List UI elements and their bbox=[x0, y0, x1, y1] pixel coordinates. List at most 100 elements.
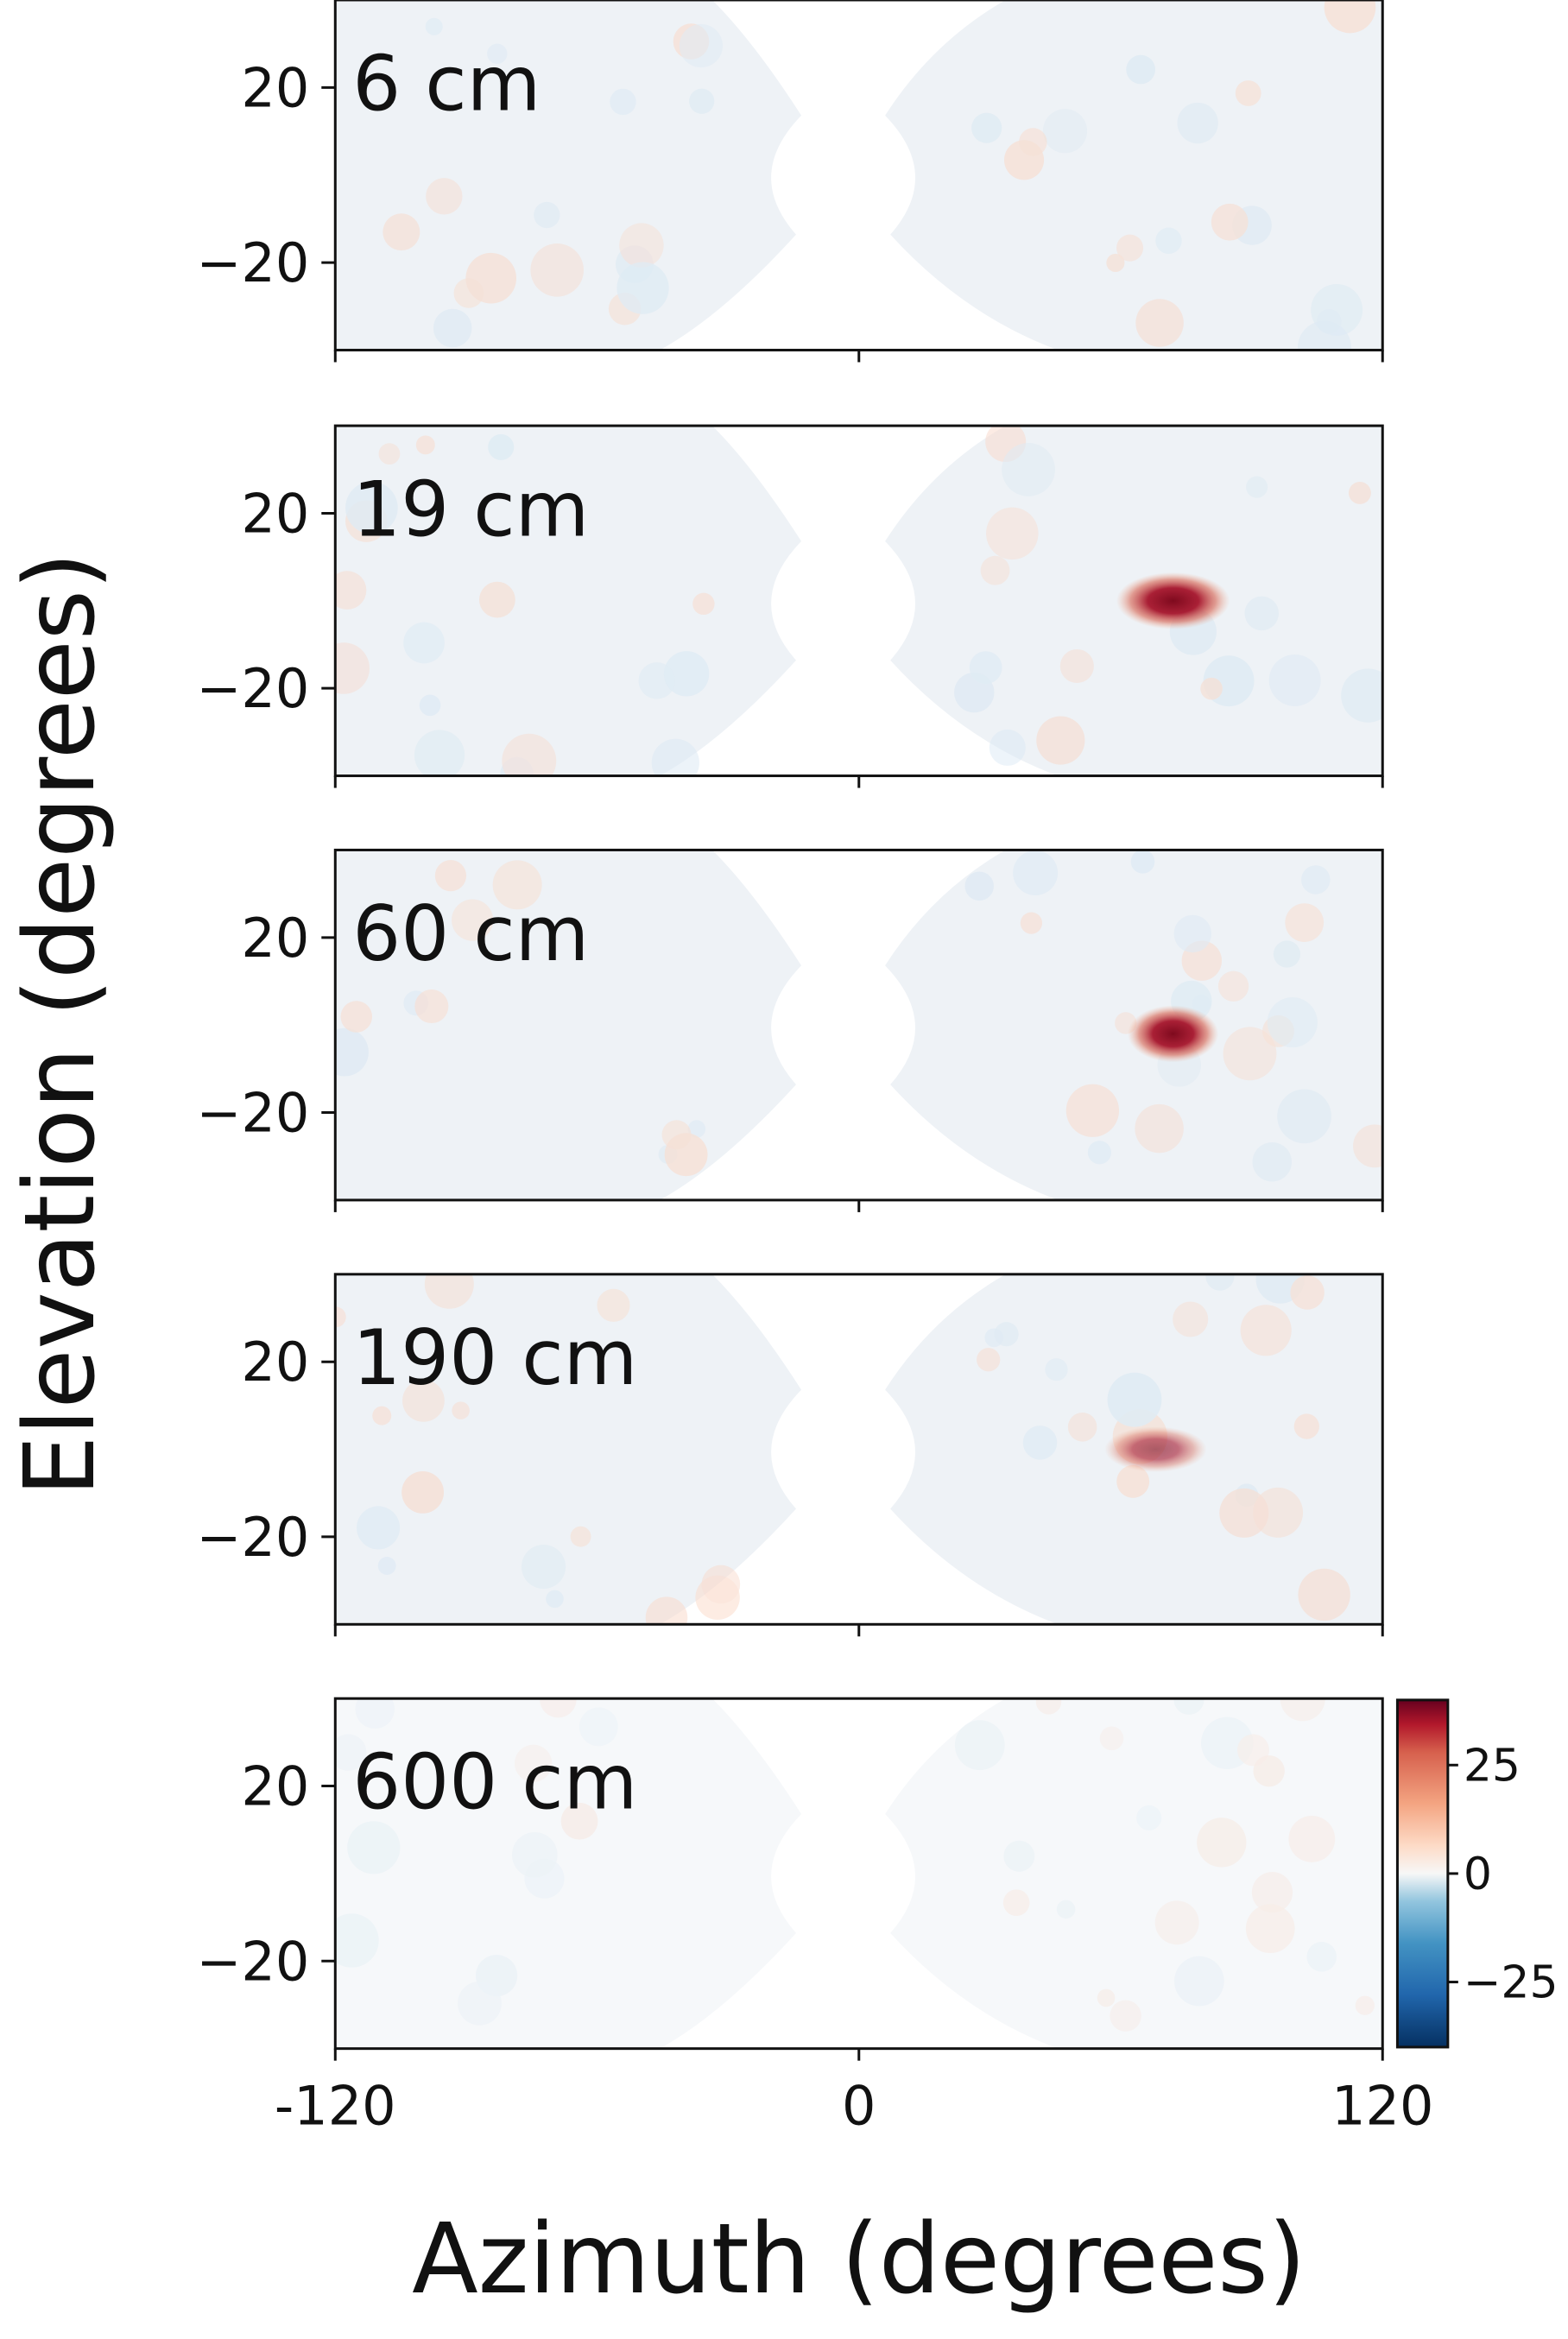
noise-blob bbox=[403, 622, 445, 664]
x-tick-label: 120 bbox=[1331, 2075, 1433, 2138]
noise-blob bbox=[1002, 442, 1055, 496]
noise-blob bbox=[616, 262, 669, 314]
noise-blob bbox=[1223, 1027, 1277, 1081]
noise-blob bbox=[1173, 1956, 1224, 2007]
noise-blob bbox=[1181, 940, 1223, 981]
noise-blob bbox=[524, 1858, 565, 1899]
noise-blob bbox=[1253, 1754, 1285, 1787]
y-tick-label: 20 bbox=[241, 1755, 309, 1818]
noise-blob bbox=[1311, 283, 1363, 336]
noise-blob bbox=[335, 1306, 346, 1328]
noise-blob bbox=[1290, 1275, 1325, 1310]
noise-blob bbox=[579, 1707, 618, 1747]
noise-blob bbox=[989, 729, 1026, 766]
noise-blob bbox=[415, 435, 435, 455]
noise-blob bbox=[1262, 1015, 1294, 1047]
noise-blob bbox=[1116, 1464, 1150, 1498]
colorbar-bar bbox=[1395, 1698, 1450, 2049]
noise-blobs bbox=[335, 850, 1383, 1182]
colorbar: 25 0 −25 bbox=[1395, 1698, 1559, 2049]
noise-blob bbox=[372, 1406, 392, 1426]
noise-blob bbox=[1268, 654, 1321, 706]
noise-blob bbox=[679, 23, 724, 68]
noise-blob bbox=[1126, 54, 1156, 85]
noise-blob bbox=[1173, 1698, 1204, 1716]
noise-blob bbox=[610, 88, 636, 116]
noise-blob bbox=[1353, 1124, 1383, 1168]
noise-blob bbox=[511, 1831, 558, 1878]
noise-blob bbox=[1355, 1995, 1375, 2015]
noise-blob bbox=[1324, 0, 1376, 34]
noise-blob bbox=[1020, 912, 1043, 934]
noise-blob bbox=[488, 433, 515, 460]
noise-blob bbox=[401, 1470, 445, 1514]
noise-blob bbox=[663, 651, 710, 697]
noise-blob bbox=[695, 1575, 740, 1620]
noise-blob bbox=[986, 507, 1039, 560]
noise-blob bbox=[692, 592, 715, 616]
noise-blob bbox=[689, 88, 715, 114]
noise-blob bbox=[414, 730, 465, 776]
noise-blob bbox=[1273, 940, 1301, 968]
noise-blob bbox=[977, 1348, 1001, 1372]
x-axis-title: Azimuth (degrees) bbox=[412, 2203, 1306, 2316]
panel-plot-area bbox=[335, 1698, 1383, 2049]
noise-blob bbox=[985, 426, 1027, 462]
panel-1: 6 cm 20 −20 bbox=[196, 0, 1384, 363]
noise-blob bbox=[1067, 1412, 1097, 1442]
noise-blob bbox=[1298, 1568, 1350, 1621]
noise-blob bbox=[355, 1698, 395, 1729]
y-tick-label: 20 bbox=[241, 1331, 309, 1394]
noise-blob bbox=[701, 1565, 741, 1604]
noise-blob bbox=[425, 17, 443, 35]
noise-blob bbox=[492, 860, 542, 910]
y-tick-label: −20 bbox=[196, 1930, 309, 1993]
noise-blob bbox=[1235, 80, 1261, 106]
noise-blobs bbox=[335, 426, 1383, 776]
noise-blob bbox=[424, 1274, 474, 1309]
noise-blob bbox=[475, 1954, 518, 1997]
y-tick-label: −20 bbox=[196, 1506, 309, 1569]
noise-blob bbox=[1297, 320, 1351, 351]
noise-blob bbox=[1013, 850, 1059, 895]
noise-blob bbox=[434, 860, 467, 892]
noise-blob bbox=[1285, 903, 1325, 942]
noise-blob bbox=[433, 308, 472, 348]
noise-blob bbox=[1316, 308, 1342, 334]
noise-blob bbox=[969, 651, 1002, 685]
noise-blob bbox=[534, 201, 560, 229]
noise-blob bbox=[651, 738, 699, 776]
noise-blob bbox=[1277, 1089, 1331, 1144]
colorbar-tick-label: −25 bbox=[1464, 1957, 1559, 2009]
receptive-field-peak bbox=[1104, 1426, 1207, 1472]
noise-blob bbox=[1130, 850, 1155, 874]
noise-blob bbox=[1288, 1816, 1336, 1862]
noise-blob bbox=[1106, 253, 1125, 273]
noise-blob bbox=[1045, 1358, 1068, 1381]
noise-blob bbox=[673, 23, 710, 60]
noise-blob bbox=[1116, 234, 1144, 262]
axis-titles: Azimuth (degrees) Elevation (degrees) bbox=[4, 552, 1306, 2316]
noise-blob bbox=[954, 1720, 1005, 1771]
noise-blob bbox=[1003, 1840, 1035, 1872]
noise-blob bbox=[1177, 102, 1218, 144]
y-axis-title: Elevation (degrees) bbox=[4, 552, 117, 1496]
data-region-right bbox=[885, 1698, 1383, 2049]
noise-blob bbox=[1002, 1889, 1030, 1917]
noise-blob bbox=[452, 1401, 470, 1419]
noise-blob bbox=[619, 223, 664, 268]
noise-blob bbox=[1341, 668, 1383, 723]
noise-blob bbox=[1136, 1805, 1162, 1830]
data-region-left bbox=[335, 1698, 802, 2049]
noise-blob bbox=[521, 1544, 566, 1590]
noise-blob bbox=[414, 989, 449, 1024]
noise-blob bbox=[1252, 1141, 1293, 1182]
noise-blob bbox=[1306, 1942, 1337, 1972]
noise-blob bbox=[1251, 1872, 1293, 1913]
noise-blob bbox=[1201, 1716, 1254, 1769]
noise-blob bbox=[1219, 1488, 1269, 1538]
noise-blob bbox=[1135, 299, 1184, 347]
data-region-left bbox=[335, 1274, 802, 1625]
noise-blob bbox=[1173, 914, 1212, 953]
